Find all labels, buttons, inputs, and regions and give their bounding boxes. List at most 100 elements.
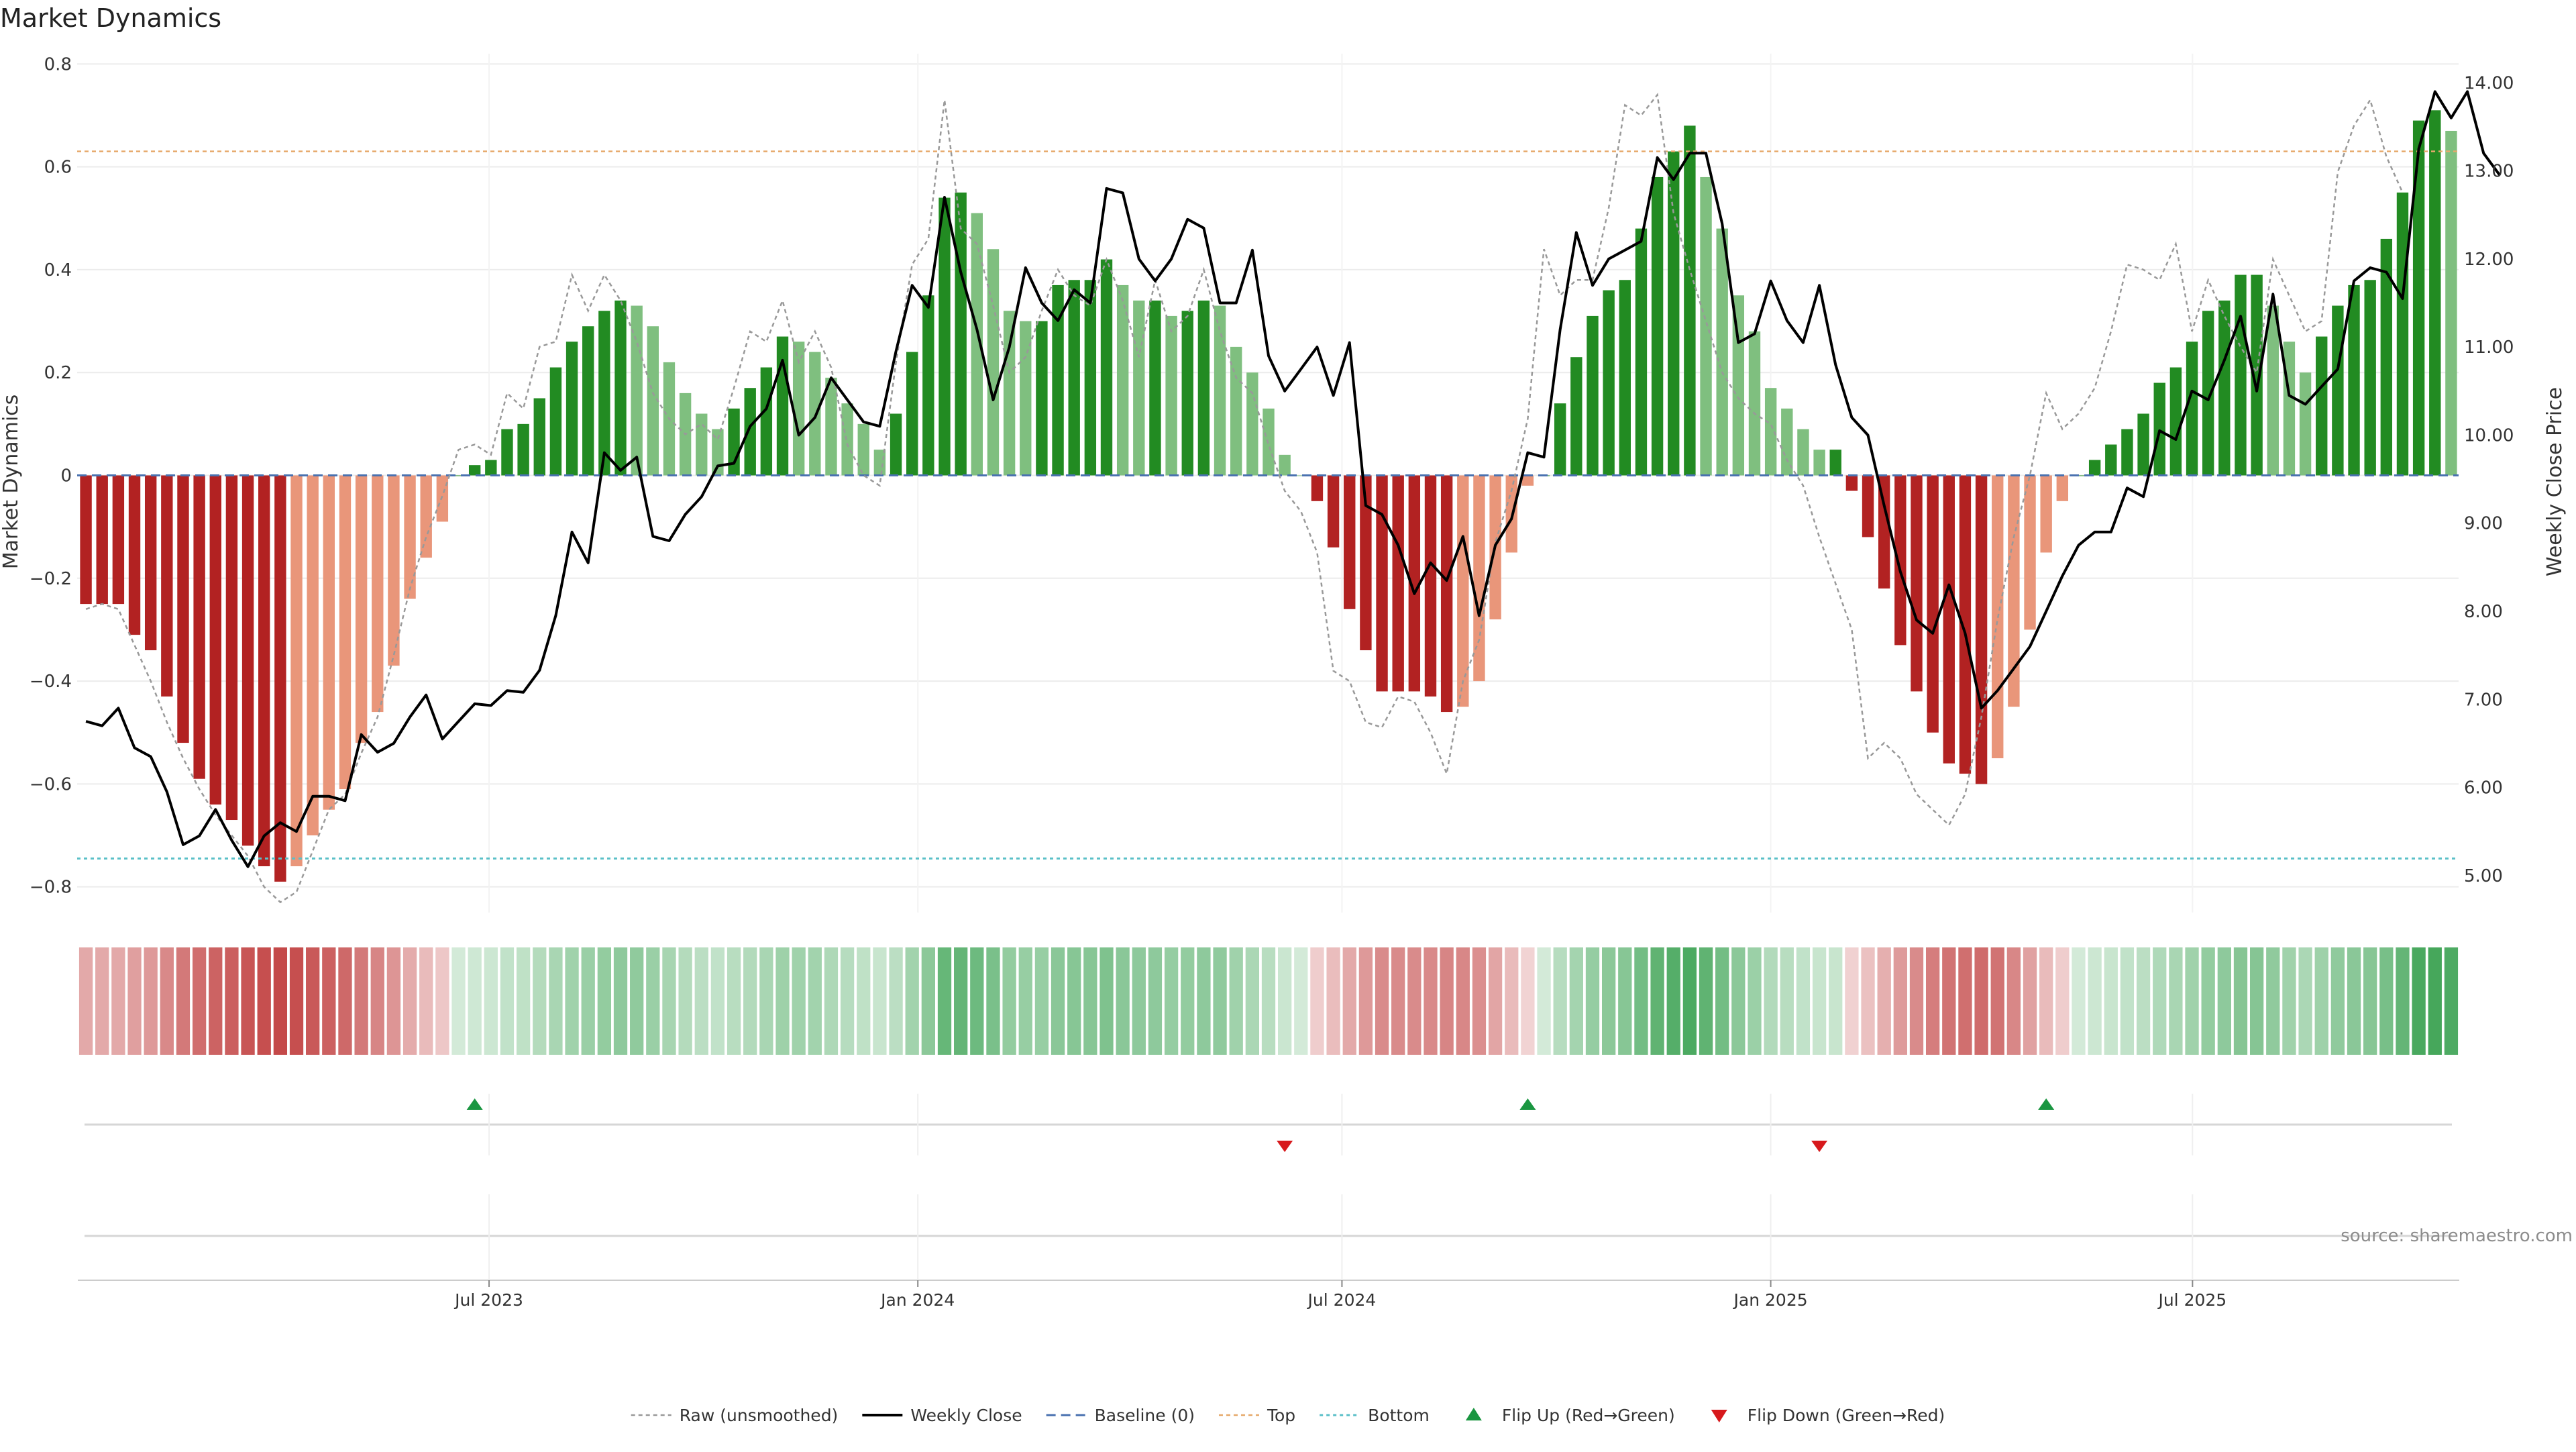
legend-label: Raw (unsmoothed) [680,1406,839,1425]
bar [307,475,319,836]
heat-cell [2055,947,2070,1055]
heat-cell [225,947,239,1055]
flip-down-marker [1277,1141,1293,1152]
heat-cell [1764,947,1778,1055]
bar [938,197,951,476]
bar [1554,403,1566,476]
bar [2380,238,2393,476]
legend-flip-up-swatch [1465,1408,1482,1420]
heat-cell [1958,947,1972,1055]
bar [1230,346,1242,476]
x-tick-label: Jul 2025 [2157,1290,2226,1310]
bar [241,475,254,846]
heat-cell [192,947,207,1055]
heat-cell [1990,947,2004,1055]
bar [96,475,108,605]
bar [1878,475,1890,589]
heat-cell [2023,947,2037,1055]
x-axis-ticks: Jul 2023 Jan 2024 Jul 2024 Jan 2025 Jul 2025 [453,1280,2226,1310]
bar [614,300,627,476]
heat-cell [484,947,498,1055]
heat-cell [1229,947,1243,1055]
bar [2396,192,2409,476]
bar [857,423,869,476]
bar [1392,475,1404,692]
chart-title: Market Dynamics [0,3,221,33]
bar [1116,284,1129,476]
bar [2267,305,2279,476]
heat-cell [1974,947,1988,1055]
heat-cell [1877,947,1891,1055]
heat-cell [2120,947,2135,1055]
heat-cell [1213,947,1227,1055]
bar [533,398,545,476]
flip-up-marker [466,1098,483,1110]
weekly-close-series [85,90,2502,868]
heat-cell [176,947,191,1055]
y-tick-label: 0.8 [44,54,72,74]
bar [1911,475,1923,692]
bar [128,475,141,635]
bar [2105,444,2117,476]
heat-cell [1861,947,1875,1055]
bar [436,475,449,522]
bar [566,342,578,476]
bar [1603,290,1615,476]
heat-cell [386,947,401,1055]
heat-cell [1780,947,1794,1055]
heat-cell [1585,947,1600,1055]
heat-cell [306,947,320,1055]
heat-cell [775,947,790,1055]
heat-cell [2185,947,2199,1055]
heat-cell [2314,947,2328,1055]
heat-cell [1051,947,1065,1055]
y-axis-label: Market Dynamics [0,395,23,570]
y2-tick-label: 14.00 [2464,73,2514,93]
y-tick-label: 0.4 [44,260,72,280]
bar [2186,342,2198,476]
bar [1927,475,1939,733]
heat-cell [1909,947,1924,1055]
heat-cell [662,947,676,1055]
bar [1246,372,1258,476]
bar [1020,321,1032,476]
right-axis-ticks: 5.00 6.00 7.00 8.00 9.00 10.00 11.00 12.00 13.00… [2464,73,2514,886]
heat-cell [2298,947,2312,1055]
momentum-bars [80,110,2457,882]
heat-cell [2169,947,2183,1055]
heat-cell [565,947,579,1055]
y2-tick-label: 9.00 [2464,514,2503,534]
weekly-close-line [85,90,2502,868]
bar [1845,475,1858,491]
heat-cell [2444,947,2459,1055]
bar [290,475,303,867]
y-tick-label: 0.2 [44,363,72,383]
heat-cell [710,947,725,1055]
bar [776,336,789,476]
heat-cell [824,947,839,1055]
bar [1473,475,1485,682]
bar [1181,311,1193,476]
bar [1327,475,1340,548]
left-axis-ticks: −0.8 −0.6 −0.4 −0.2 0 0.2 0.4 0.6 0.8 [30,54,72,897]
bar [1894,475,1907,645]
heat-cell [500,947,515,1055]
bar [1862,475,1874,537]
heat-cell [2379,947,2394,1055]
heat-cell [1715,947,1729,1055]
x-tick-label: Jul 2023 [453,1290,523,1310]
bar [274,475,286,882]
bar [1668,151,1680,476]
bar [1570,357,1582,476]
heat-cell [1748,947,1762,1055]
bar [2429,110,2441,476]
bar [2137,413,2149,476]
heat-cell [1521,947,1535,1055]
heat-cell [1067,947,1081,1055]
y2-axis-label: Weekly Close Price [2543,387,2567,576]
bar [225,475,238,821]
heat-cell [597,947,612,1055]
y2-tick-label: 10.00 [2464,425,2514,446]
bar [873,450,886,476]
